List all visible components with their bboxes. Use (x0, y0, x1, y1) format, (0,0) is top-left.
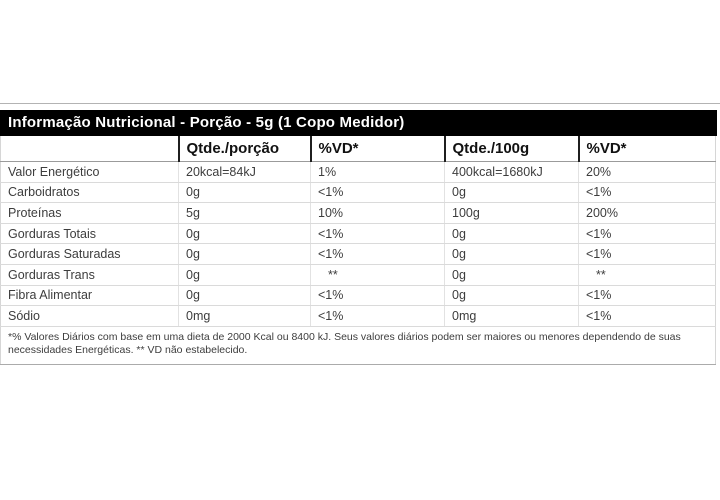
cell-qtde-100g: 400kcal=1680kJ (444, 161, 579, 183)
cell-vd-100g: <1% (578, 223, 716, 245)
cell-vd-100g: 20% (578, 161, 716, 183)
cell-qtde-porcao: 20kcal=84kJ (178, 161, 311, 183)
cell-vd-100g: <1% (578, 182, 716, 204)
row-label: Valor Energético (0, 161, 179, 183)
cell-vd-100g: <1% (578, 243, 716, 265)
cell-qtde-porcao: 0g (178, 285, 311, 307)
column-header-qtde-100g: Qtde./100g (443, 136, 579, 162)
cell-vd-porcao: <1% (310, 182, 445, 204)
row-label: Gorduras Trans (0, 264, 179, 286)
row-label: Proteínas (0, 202, 179, 224)
row-label: Sódio (0, 305, 179, 327)
cell-vd-100g: ** (578, 264, 716, 286)
row-label: Fibra Alimentar (0, 285, 179, 307)
table-row: Valor Energético 20kcal=84kJ 1% 400kcal=… (0, 161, 716, 183)
cell-vd-porcao: 10% (310, 202, 445, 224)
table-row: Proteínas 5g 10% 100g 200% (0, 202, 716, 224)
column-header-vd-100g: %VD* (577, 136, 716, 162)
cell-vd-porcao: <1% (310, 305, 445, 327)
nutrition-title-bar: Informação Nutricional - Porção - 5g (1 … (0, 110, 717, 136)
cell-vd-porcao: <1% (310, 285, 445, 307)
column-header-vd-porcao: %VD* (309, 136, 445, 162)
cell-vd-porcao: 1% (310, 161, 445, 183)
cell-qtde-porcao: 0g (178, 264, 311, 286)
cell-vd-100g: 200% (578, 202, 716, 224)
table-row: Gorduras Trans 0g ** 0g ** (0, 264, 716, 286)
table-row: Gorduras Totais 0g <1% 0g <1% (0, 223, 716, 245)
cell-qtde-100g: 0g (444, 264, 579, 286)
cell-vd-porcao: ** (310, 264, 445, 286)
row-label: Carboidratos (0, 182, 179, 204)
row-label: Gorduras Saturadas (0, 243, 179, 265)
cell-qtde-porcao: 5g (178, 202, 311, 224)
cell-vd-porcao: <1% (310, 243, 445, 265)
table-row: Sódio 0mg <1% 0mg <1% (0, 305, 716, 327)
cell-qtde-100g: 0g (444, 223, 579, 245)
column-header-nutrient (0, 136, 179, 162)
nutrition-title: Informação Nutricional - Porção - 5g (1 … (8, 114, 405, 131)
table-row: Gorduras Saturadas 0g <1% 0g <1% (0, 243, 716, 265)
top-divider (0, 103, 720, 104)
nutrition-table-panel: Informação Nutricional - Porção - 5g (1 … (0, 110, 717, 365)
column-header-qtde-porcao: Qtde./porção (177, 136, 311, 162)
nutrition-table: Qtde./porção %VD* Qtde./100g %VD* Valor … (0, 136, 716, 365)
table-row: Fibra Alimentar 0g <1% 0g <1% (0, 285, 716, 307)
cell-qtde-100g: 0g (444, 182, 579, 204)
footnote-row: *% Valores Diários com base em uma dieta… (0, 326, 716, 365)
cell-qtde-porcao: 0g (178, 243, 311, 265)
cell-qtde-porcao: 0g (178, 182, 311, 204)
table-header-row: Qtde./porção %VD* Qtde./100g %VD* (0, 136, 716, 162)
cell-qtde-porcao: 0mg (178, 305, 311, 327)
cell-qtde-100g: 100g (444, 202, 579, 224)
footnote-text: *% Valores Diários com base em uma dieta… (0, 326, 716, 365)
cell-vd-100g: <1% (578, 305, 716, 327)
cell-qtde-100g: 0mg (444, 305, 579, 327)
table-row: Carboidratos 0g <1% 0g <1% (0, 182, 716, 204)
row-label: Gorduras Totais (0, 223, 179, 245)
cell-qtde-100g: 0g (444, 285, 579, 307)
cell-vd-100g: <1% (578, 285, 716, 307)
cell-qtde-100g: 0g (444, 243, 579, 265)
cell-qtde-porcao: 0g (178, 223, 311, 245)
cell-vd-porcao: <1% (310, 223, 445, 245)
